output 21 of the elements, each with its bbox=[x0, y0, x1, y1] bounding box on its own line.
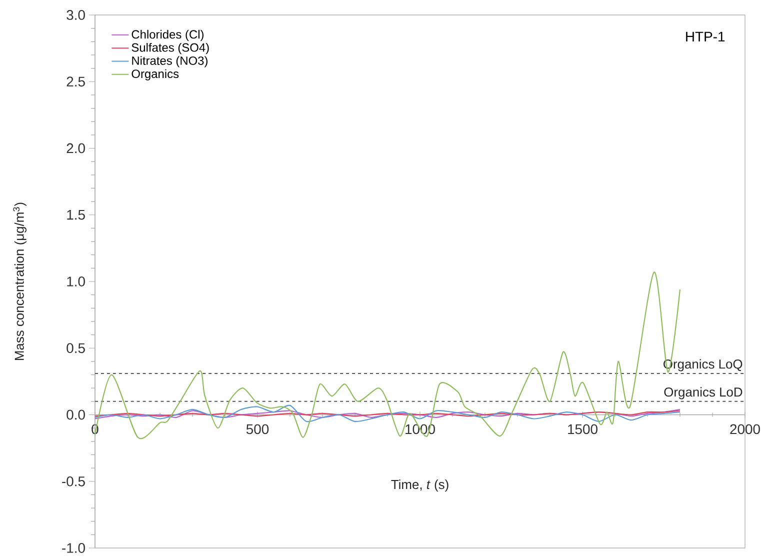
line-series bbox=[94, 404, 681, 422]
legend-label: Nitrates (NO3) bbox=[132, 56, 208, 68]
x-tick-label: 1500 bbox=[568, 424, 598, 434]
y-tick-label: 1.0 bbox=[67, 276, 85, 286]
y-tick-label: -0.5 bbox=[62, 476, 85, 486]
y-tick-label: 2.0 bbox=[66, 143, 85, 154]
legend-label: Chlorides (Cl) bbox=[132, 30, 204, 41]
y-tick-label: 0.5 bbox=[66, 343, 85, 354]
y-axis-title: Mass concentration (μg/m$^{3}$) bbox=[13, 202, 26, 360]
ref-line-label: Organics LoD bbox=[664, 387, 742, 400]
y-tick-label: 1.5 bbox=[67, 210, 85, 220]
x-tick-label: 500 bbox=[246, 424, 269, 434]
x-axis-title: Time, t (s) bbox=[391, 480, 448, 492]
annotation: HTP-1 bbox=[686, 32, 725, 42]
y-tick-label: 0.0 bbox=[66, 410, 85, 420]
y-tick-label: 3.0 bbox=[66, 10, 85, 20]
legend-label: Organics bbox=[132, 69, 179, 80]
legend-label: Sulfates (SO4) bbox=[132, 42, 209, 54]
x-tick-label: 2000 bbox=[730, 424, 760, 434]
y-tick-label: 2.5 bbox=[66, 76, 85, 87]
y-tick-label: -1.0 bbox=[62, 543, 85, 553]
